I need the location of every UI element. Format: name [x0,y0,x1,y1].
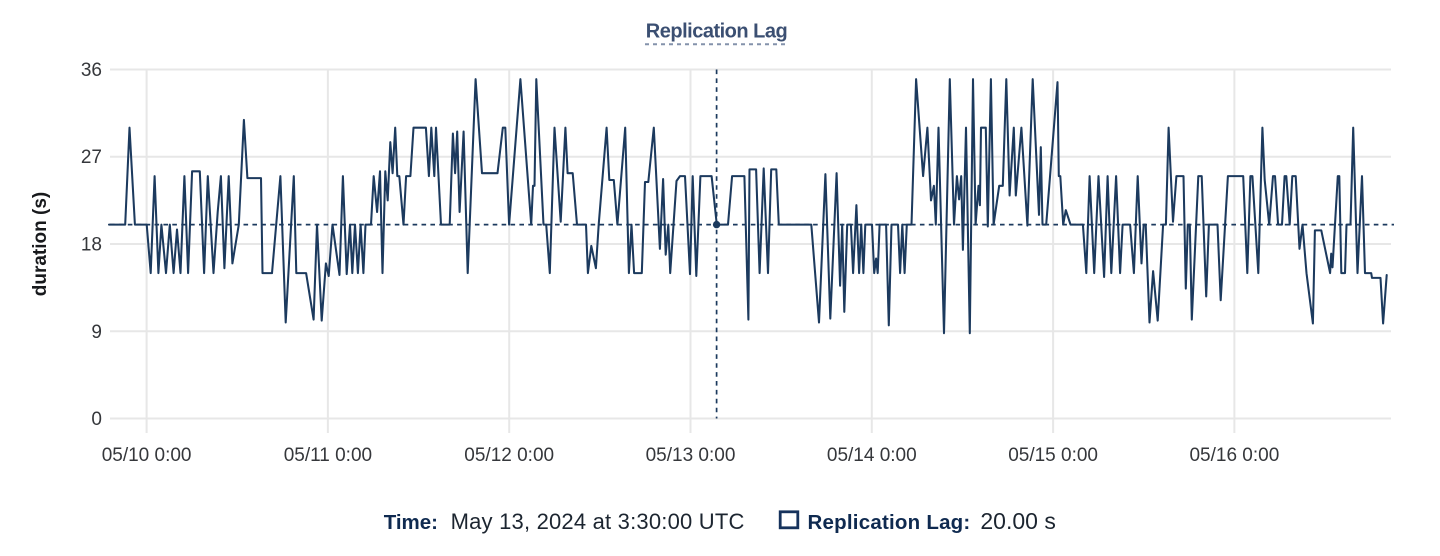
svg-text:0: 0 [91,409,102,430]
svg-text:Replication Lag:: Replication Lag: [808,511,971,534]
svg-text:20.00 s: 20.00 s [980,508,1055,534]
svg-text:05/11 0:00: 05/11 0:00 [284,445,372,466]
svg-text:05/14 0:00: 05/14 0:00 [827,445,917,466]
svg-text:05/13 0:00: 05/13 0:00 [646,445,736,466]
svg-text:Time:: Time: [384,511,438,534]
svg-text:05/15 0:00: 05/15 0:00 [1008,445,1098,466]
svg-text:May 13, 2024 at 3:30:00 UTC: May 13, 2024 at 3:30:00 UTC [451,509,745,534]
svg-text:duration (s): duration (s) [30,192,51,297]
svg-text:05/10 0:00: 05/10 0:00 [102,445,192,466]
svg-text:05/12 0:00: 05/12 0:00 [464,445,554,466]
svg-text:18: 18 [81,235,102,256]
svg-text:9: 9 [91,322,102,343]
svg-text:36: 36 [81,60,102,81]
svg-text:27: 27 [81,147,102,168]
svg-text:Replication Lag: Replication Lag [646,21,787,43]
svg-text:05/16 0:00: 05/16 0:00 [1189,445,1279,466]
